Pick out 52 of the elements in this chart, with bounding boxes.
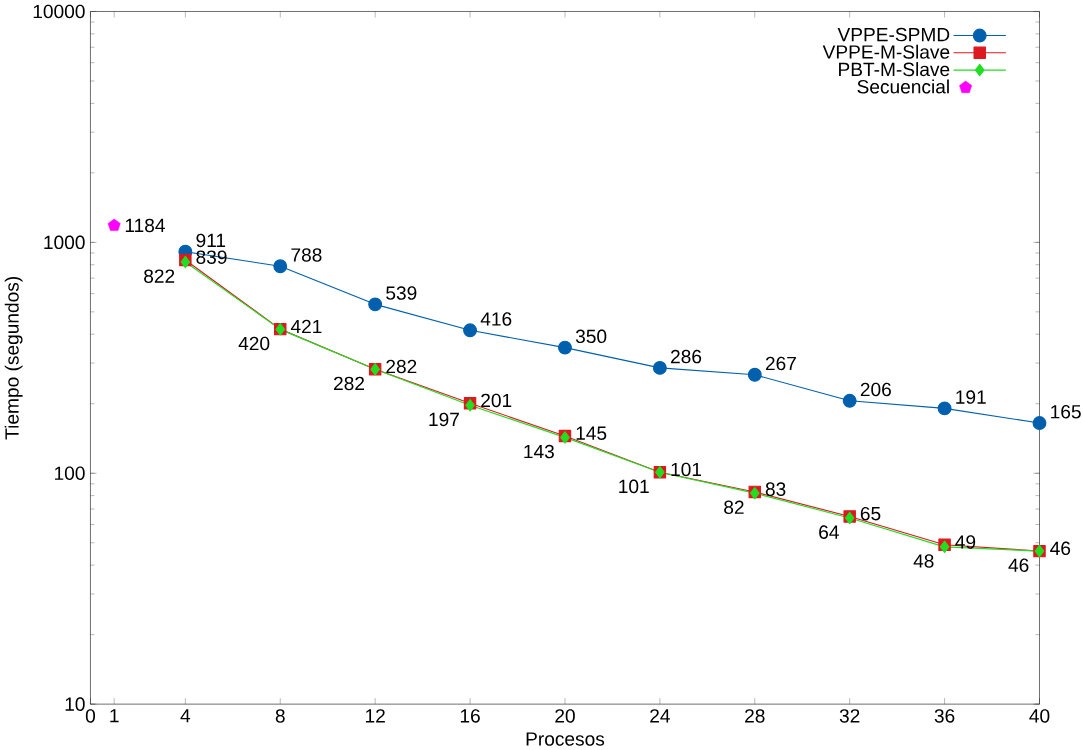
data-label: 101 [671,462,702,476]
data-label: 65 [860,506,881,521]
y-tick-label: 10000 [33,4,85,18]
data-label: 48 [913,553,934,568]
data-label: 822 [144,269,175,283]
y-tick-label: 1000 [44,235,85,249]
data-label: 46 [1008,558,1029,572]
data-label: 421 [290,319,322,333]
data-label: 145 [576,426,607,440]
data-label: 201 [481,393,512,407]
y-tick-label: 100 [55,466,85,480]
legend-label: PBT-M-Slave [839,61,950,76]
data-label: 416 [480,312,512,326]
x-tick-label: 36 [934,708,955,723]
data-label: 539 [386,286,417,300]
data-label: 197 [429,412,459,426]
data-label: 46 [1050,541,1071,555]
x-tick-label: 8 [275,708,285,723]
data-label: 911 [196,233,226,247]
data-label: 64 [819,525,839,539]
x-tick-label: 0 [85,708,96,723]
x-axis-title: Procesos [526,732,605,746]
x-tick-label: 28 [745,708,765,723]
x-tick-label: 4 [180,708,191,723]
y-tick-label: 10 [65,697,85,711]
data-label: 1184 [125,218,165,232]
data-label: 286 [671,349,702,364]
x-tick-label: 20 [555,708,575,723]
y-axis-title: Tiempo (segundos) [4,276,23,440]
x-tick-label: 24 [650,708,670,723]
legend-label: Secuencial [857,79,949,94]
data-label: 82 [724,500,744,514]
data-label: 788 [291,247,322,262]
data-label: 350 [575,329,607,343]
data-label: 267 [765,356,796,370]
x-tick-label: 16 [460,708,480,723]
data-label: 191 [956,390,986,404]
data-label: 143 [524,444,554,459]
data-label: 206 [860,382,891,397]
data-label: 101 [619,479,649,493]
legend-label: VPPE-SPMD [837,27,950,42]
x-tick-label: 12 [365,708,385,723]
data-label: 165 [1051,404,1081,419]
x-tick-label: 32 [839,708,860,723]
data-label: 420 [238,336,270,351]
x-tick-label: 1 [110,708,119,723]
data-label: 282 [386,359,417,374]
x-tick-label: 40 [1029,708,1050,723]
legend-label: VPPE-M-Slave [822,44,950,59]
data-label: 282 [334,376,365,390]
data-label: 49 [955,534,976,549]
data-label: 83 [765,482,786,496]
